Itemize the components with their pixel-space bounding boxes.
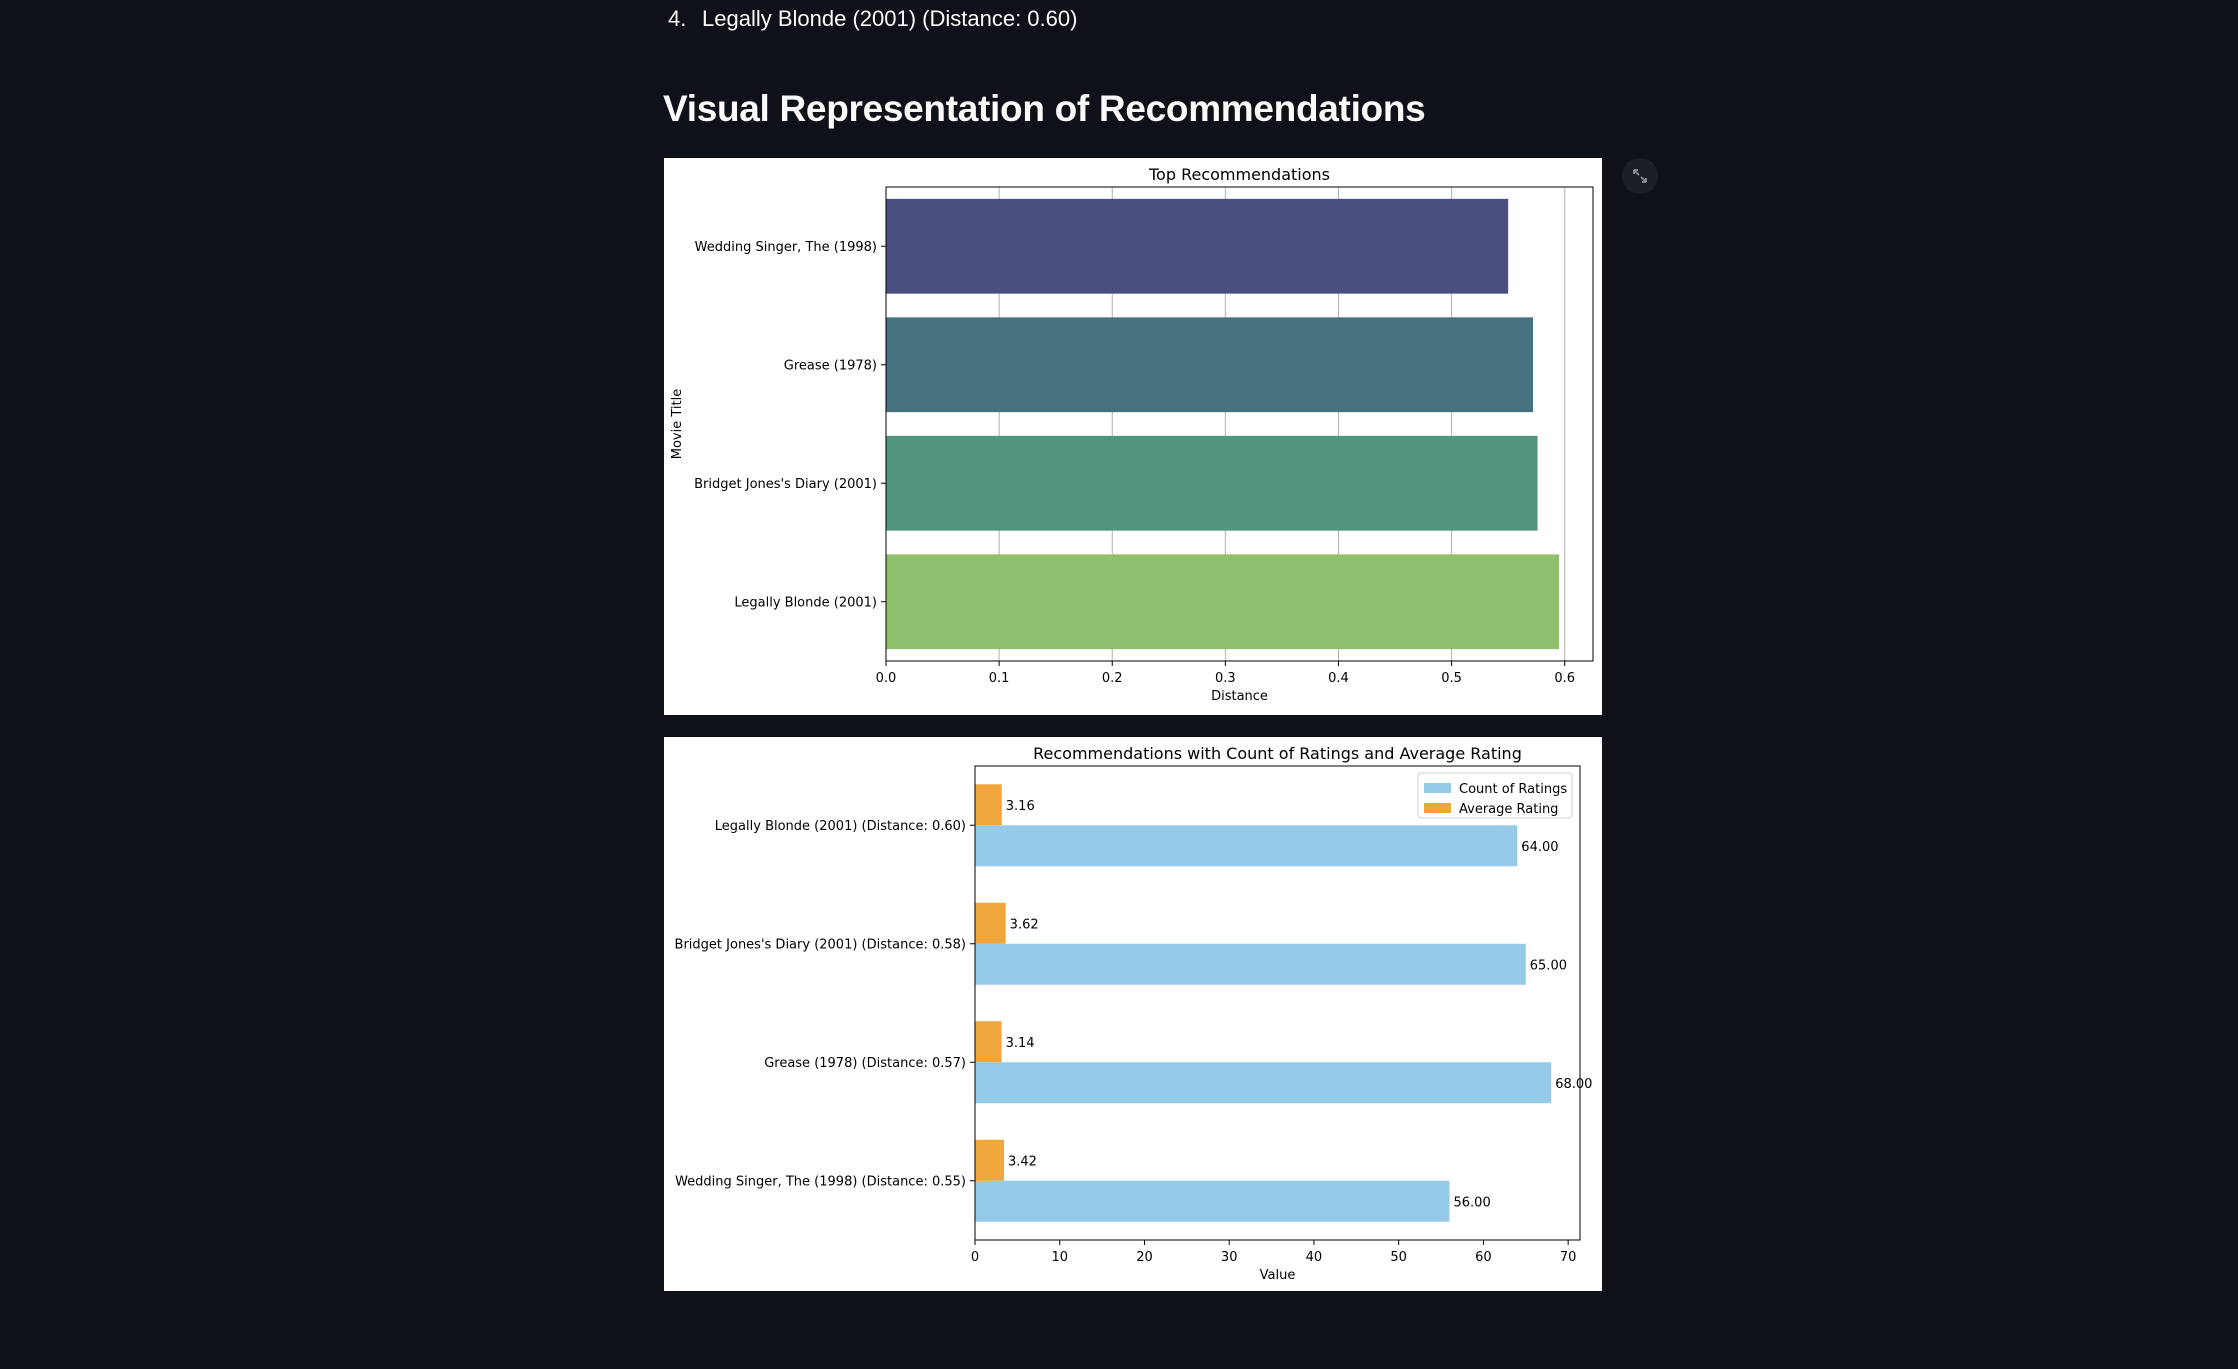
ratings-comparison-chart: Recommendations with Count of Ratings an… <box>664 737 1602 1291</box>
bar <box>886 317 1534 413</box>
recommendation-list-item: 4. Legally Blonde (2001) (Distance: 0.60) <box>668 6 1077 32</box>
top-recommendations-chart-svg: Top Recommendations Wedding Singer, The (… <box>670 165 1594 704</box>
fullscreen-expand-icon <box>1633 169 1647 183</box>
x-tick-label: 50 <box>1390 1250 1407 1265</box>
y-tick-label: Bridget Jones's Diary (2001) <box>694 477 877 492</box>
bar <box>886 198 1509 294</box>
y-tick-label: Wedding Singer, The (1998) <box>695 240 877 255</box>
x-axis-label: Distance <box>1211 689 1268 704</box>
x-tick-label: 0.5 <box>1441 671 1462 686</box>
average-bar <box>975 1021 1002 1063</box>
fullscreen-expand-button[interactable] <box>1622 158 1658 194</box>
list-item-text: Legally Blonde (2001) (Distance: 0.60) <box>702 6 1078 31</box>
average-bar <box>975 1139 1004 1181</box>
section-title: Visual Representation of Recommendations <box>663 88 1426 129</box>
x-tick-label: 0.3 <box>1215 671 1236 686</box>
legend-swatch <box>1424 783 1451 793</box>
x-tick-label: 0.6 <box>1554 671 1575 686</box>
legend-box <box>1417 772 1573 819</box>
y-tick-label: Legally Blonde (2001) <box>734 595 877 610</box>
top-recommendations-chart: Top Recommendations Wedding Singer, The (… <box>664 158 1602 715</box>
x-tick-label: 10 <box>1051 1250 1068 1265</box>
y-axis-label: Movie Title <box>670 389 685 459</box>
x-tick-label: 0.4 <box>1328 671 1349 686</box>
ratings-comparison-chart-svg: Recommendations with Count of Ratings an… <box>675 744 1593 1283</box>
count-data-label: 65.00 <box>1530 958 1567 973</box>
plot-frame <box>885 186 1594 662</box>
y-tick-label: Bridget Jones's Diary (2001) (Distance: … <box>675 937 966 952</box>
average-data-label: 3.14 <box>1006 1036 1035 1051</box>
average-bar <box>975 902 1006 944</box>
x-tick-label: 0.0 <box>876 671 897 686</box>
y-tick-label: Legally Blonde (2001) (Distance: 0.60) <box>715 819 966 834</box>
count-data-label: 68.00 <box>1555 1077 1592 1092</box>
x-tick-label: 0.2 <box>1102 671 1123 686</box>
plot-frame <box>974 765 1581 1241</box>
count-data-label: 56.00 <box>1454 1195 1491 1210</box>
x-tick-label: 30 <box>1221 1250 1238 1265</box>
count-bar <box>975 943 1526 985</box>
count-bar <box>975 1180 1450 1222</box>
count-bar <box>975 825 1518 867</box>
x-tick-label: 70 <box>1560 1250 1577 1265</box>
legend-label: Count of Ratings <box>1459 782 1567 797</box>
average-bar <box>975 784 1002 826</box>
average-data-label: 3.62 <box>1010 917 1039 932</box>
y-tick-label: Wedding Singer, The (1998) (Distance: 0.… <box>675 1174 966 1189</box>
chart-title: Recommendations with Count of Ratings an… <box>1033 744 1522 763</box>
chart-title: Top Recommendations <box>1148 165 1330 184</box>
count-data-label: 64.00 <box>1521 840 1558 855</box>
x-tick-label: 40 <box>1306 1250 1323 1265</box>
legend-swatch <box>1424 803 1451 813</box>
x-tick-label: 0 <box>971 1250 979 1265</box>
x-axis-label: Value <box>1260 1268 1296 1283</box>
x-tick-label: 60 <box>1475 1250 1492 1265</box>
y-tick-label: Grease (1978) (Distance: 0.57) <box>764 1056 966 1071</box>
average-data-label: 3.42 <box>1008 1154 1037 1169</box>
x-tick-label: 0.1 <box>989 671 1010 686</box>
y-tick-label: Grease (1978) <box>784 358 877 373</box>
bar <box>886 554 1560 650</box>
average-data-label: 3.16 <box>1006 799 1035 814</box>
x-tick-label: 20 <box>1136 1250 1153 1265</box>
count-bar <box>975 1062 1552 1104</box>
list-item-number: 4. <box>668 6 687 31</box>
legend-label: Average Rating <box>1459 802 1558 817</box>
bar <box>886 435 1538 531</box>
